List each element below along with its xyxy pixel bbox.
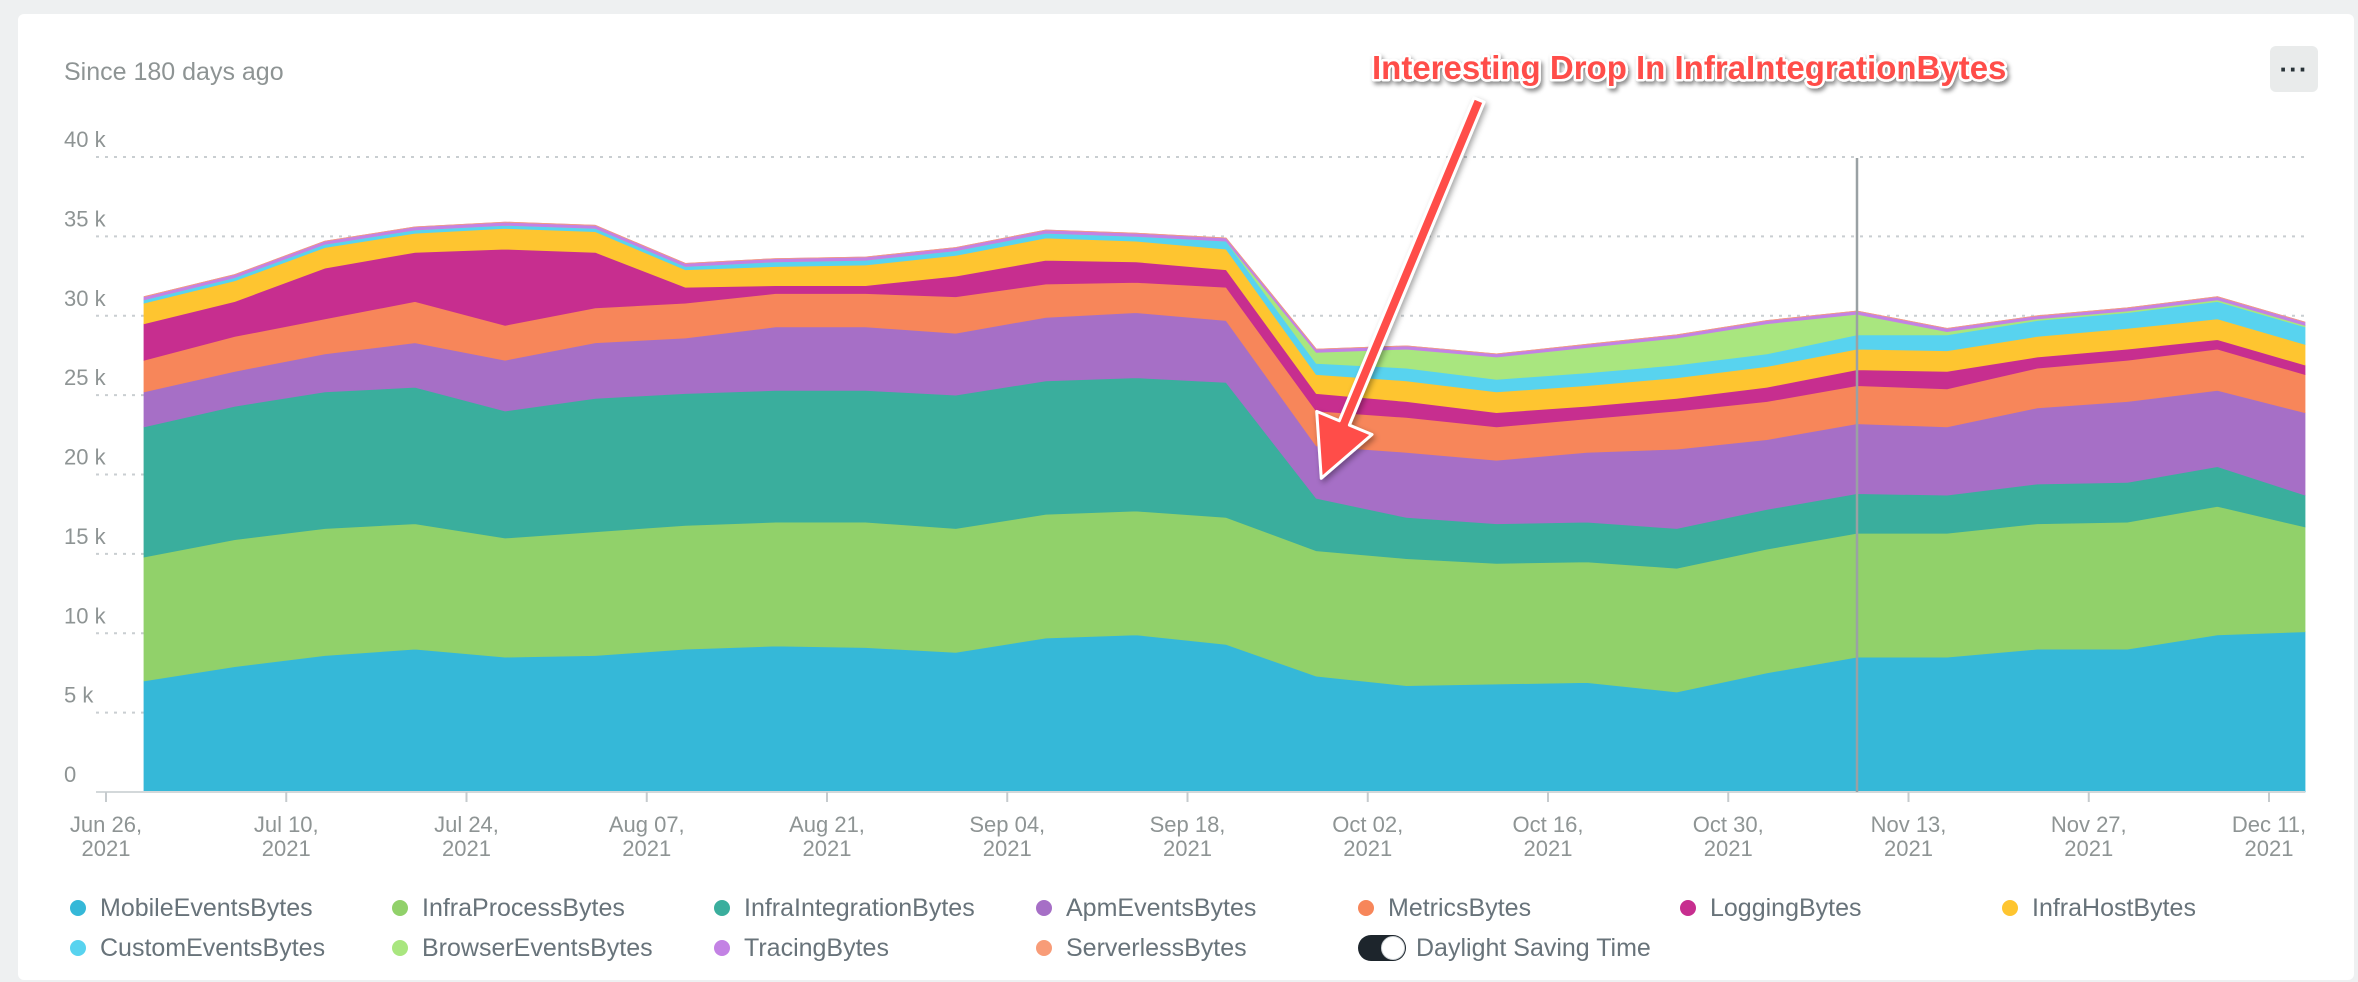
legend-swatch	[392, 900, 408, 916]
toggle-knob	[1381, 936, 1405, 960]
legend-item-custom-events-bytes[interactable]: CustomEventsBytes	[70, 933, 392, 963]
legend-label: MetricsBytes	[1388, 893, 1532, 922]
legend-item-infra-process-bytes[interactable]: InfraProcessBytes	[392, 893, 714, 923]
annotation-text: Interesting Drop In InfraIntegrationByte…	[1372, 49, 2006, 86]
y-tick-label: 40 k	[64, 127, 107, 152]
y-tick-label: 30 k	[64, 286, 107, 311]
legend-item-browser-events-bytes[interactable]: BrowserEventsBytes	[392, 933, 714, 963]
area-serverless-bytes[interactable]	[143, 221, 2306, 355]
toggle-switch-icon[interactable]	[1358, 935, 1406, 961]
x-tick-label: Sep 04, 2021	[969, 812, 1045, 861]
legend-label: CustomEventsBytes	[100, 933, 326, 962]
legend-item-logging-bytes[interactable]: LoggingBytes	[1680, 893, 2002, 923]
legend-item-mobile-events-bytes[interactable]: MobileEventsBytes	[70, 893, 392, 923]
legend-label: BrowserEventsBytes	[422, 933, 653, 962]
y-tick-label: 10 k	[64, 603, 107, 628]
legend-item-apm-events-bytes[interactable]: ApmEventsBytes	[1036, 893, 1358, 923]
legend-label: InfraProcessBytes	[422, 893, 625, 922]
chart-legend: MobileEventsBytes InfraProcessBytes InfraI…	[70, 893, 2340, 963]
area-series	[143, 221, 2306, 793]
daylight-saving-toggle[interactable]: Daylight Saving Time	[1358, 933, 1680, 963]
x-tick-label: Aug 21, 2021	[789, 812, 865, 861]
legend-swatch	[1036, 940, 1052, 956]
legend-swatch	[392, 940, 408, 956]
y-tick-label: 0	[64, 762, 76, 787]
x-tick-label: Dec 11, 2021	[2232, 812, 2306, 861]
legend-label: InfraHostBytes	[2032, 893, 2196, 922]
legend-swatch	[714, 940, 730, 956]
daylight-saving-label: Daylight Saving Time	[1416, 933, 1651, 962]
legend-item-infra-host-bytes[interactable]: InfraHostBytes	[2002, 893, 2324, 923]
legend-item-tracing-bytes[interactable]: TracingBytes	[714, 933, 1036, 963]
legend-label: TracingBytes	[744, 933, 889, 962]
x-tick-label: Nov 27, 2021	[2051, 812, 2127, 861]
legend-swatch	[714, 900, 730, 916]
legend-swatch	[70, 940, 86, 956]
legend-swatch	[1680, 900, 1696, 916]
legend-swatch	[1036, 900, 1052, 916]
y-tick-label: 5 k	[64, 683, 94, 708]
x-tick-label: Oct 16, 2021	[1513, 812, 1584, 861]
chart-overlay: Interesting Drop In InfraIntegrationByte…	[1315, 47, 2009, 792]
x-tick-label: Nov 13, 2021	[1871, 812, 1947, 861]
area-mobile-events-bytes[interactable]	[143, 631, 2306, 793]
x-tick-label: Oct 02, 2021	[1332, 812, 1403, 861]
legend-label: InfraIntegrationBytes	[744, 893, 975, 922]
y-tick-label: 35 k	[64, 206, 107, 231]
x-tick-label: Jun 26, 2021	[70, 812, 142, 861]
x-tick-label: Sep 18, 2021	[1150, 812, 1226, 861]
x-tick-label: Aug 07, 2021	[609, 812, 685, 861]
legend-item-infra-integration-bytes[interactable]: InfraIntegrationBytes	[714, 893, 1036, 923]
more-options-button[interactable]: ···	[2270, 46, 2318, 92]
legend-swatch	[1358, 900, 1374, 916]
x-tick-label: Jul 10, 2021	[254, 812, 319, 861]
legend-label: ServerlessBytes	[1066, 933, 1247, 962]
legend-label: ApmEventsBytes	[1066, 893, 1257, 922]
y-tick-label: 20 k	[64, 445, 107, 470]
legend-item-metrics-bytes[interactable]: MetricsBytes	[1358, 893, 1680, 923]
x-tick-label: Oct 30, 2021	[1693, 812, 1764, 861]
annotation-arrow	[1315, 96, 1486, 480]
legend-swatch	[2002, 900, 2018, 916]
y-axis: 0 5 k 10 k 15 k 20 k 25 k 30 k 35 k 40 k	[64, 127, 107, 787]
y-tick-label: 25 k	[64, 365, 107, 390]
legend-label: LoggingBytes	[1710, 893, 1862, 922]
legend-swatch	[70, 900, 86, 916]
x-axis: Jun 26, 2021 Jul 10, 2021 Jul 24, 2021 Aug 07,…	[70, 791, 2306, 861]
legend-label: MobileEventsBytes	[100, 893, 313, 922]
x-tick-label: Jul 24, 2021	[434, 812, 499, 861]
chart-subtitle: Since 180 days ago	[64, 58, 284, 86]
legend-item-serverless-bytes[interactable]: ServerlessBytes	[1036, 933, 1358, 963]
y-tick-label: 15 k	[64, 524, 107, 549]
